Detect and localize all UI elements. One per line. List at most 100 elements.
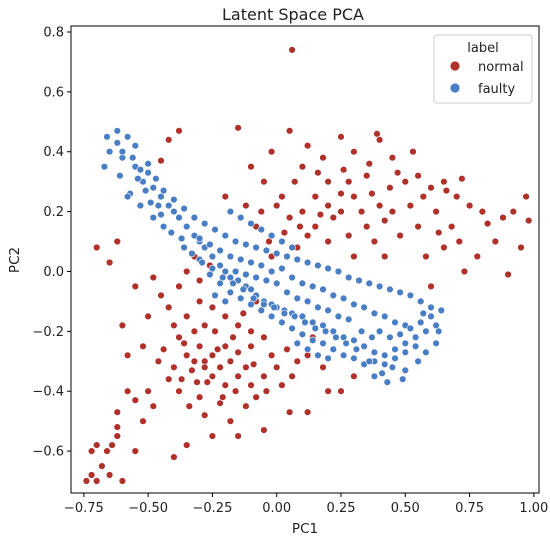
legend-title: label bbox=[467, 41, 498, 56]
point-faulty-36 bbox=[370, 348, 379, 356]
point-normal-27 bbox=[440, 243, 448, 252]
point-faulty-177 bbox=[226, 207, 235, 216]
point-normal-189 bbox=[296, 222, 304, 231]
point-normal-155 bbox=[131, 282, 140, 291]
point-normal-4 bbox=[285, 127, 294, 135]
point-normal-74 bbox=[216, 363, 224, 371]
point-normal-25 bbox=[473, 252, 481, 261]
point-faulty-72 bbox=[136, 201, 145, 210]
point-normal-89 bbox=[273, 363, 281, 371]
point-normal-105 bbox=[149, 273, 158, 282]
point-normal-117 bbox=[252, 393, 260, 401]
point-normal-133 bbox=[123, 387, 132, 395]
point-normal-37 bbox=[285, 213, 294, 222]
point-faulty-43 bbox=[437, 306, 445, 315]
point-faulty-47 bbox=[396, 288, 404, 297]
point-normal-65 bbox=[257, 207, 265, 216]
point-normal-8 bbox=[298, 163, 307, 171]
point-faulty-94 bbox=[339, 351, 348, 359]
point-faulty-160 bbox=[314, 303, 322, 312]
point-normal-22 bbox=[524, 216, 533, 225]
point-faulty-175 bbox=[247, 219, 255, 228]
point-faulty-192 bbox=[399, 375, 407, 383]
y-tick-label: 0.8 bbox=[43, 25, 64, 40]
point-faulty-41 bbox=[422, 327, 430, 335]
point-normal-127 bbox=[234, 432, 242, 440]
point-normal-136 bbox=[113, 423, 122, 431]
point-normal-54 bbox=[396, 231, 404, 240]
point-normal-82 bbox=[195, 297, 204, 306]
point-faulty-158 bbox=[293, 294, 301, 303]
legend: label normal faulty bbox=[433, 34, 533, 104]
point-faulty-69 bbox=[170, 195, 178, 204]
point-normal-70 bbox=[427, 282, 435, 291]
point-normal-171 bbox=[159, 345, 168, 353]
point-normal-77 bbox=[234, 348, 242, 356]
point-faulty-143 bbox=[339, 294, 348, 303]
point-faulty-77 bbox=[149, 213, 158, 222]
point-faulty-92 bbox=[319, 339, 327, 347]
point-normal-52 bbox=[329, 213, 337, 222]
point-faulty-107 bbox=[378, 369, 386, 377]
point-normal-6 bbox=[175, 127, 183, 135]
point-faulty-136 bbox=[267, 267, 276, 276]
point-faulty-79 bbox=[180, 243, 188, 252]
point-faulty-128 bbox=[157, 210, 165, 219]
point-normal-186 bbox=[483, 219, 492, 228]
point-normal-151 bbox=[118, 321, 127, 330]
point-normal-124 bbox=[285, 408, 294, 416]
point-normal-79 bbox=[247, 342, 255, 350]
point-faulty-109 bbox=[352, 345, 361, 353]
point-normal-100 bbox=[165, 303, 173, 312]
point-normal-55 bbox=[414, 222, 422, 231]
point-normal-140 bbox=[87, 447, 96, 455]
point-normal-187 bbox=[337, 189, 345, 198]
point-normal-23 bbox=[522, 192, 530, 201]
point-normal-9 bbox=[319, 154, 327, 162]
point-faulty-49 bbox=[375, 282, 384, 291]
y-axis: −0.6 −0.4 −0.2 0.0 0.2 0.4 0.6 0.8 bbox=[32, 25, 71, 460]
point-normal-185 bbox=[455, 237, 463, 246]
point-faulty-120 bbox=[239, 285, 248, 294]
point-normal-60 bbox=[365, 160, 373, 168]
point-faulty-147 bbox=[381, 312, 389, 321]
point-faulty-189 bbox=[427, 312, 435, 321]
point-faulty-22 bbox=[247, 285, 255, 294]
point-normal-58 bbox=[406, 201, 415, 210]
point-normal-134 bbox=[113, 408, 122, 416]
point-normal-118 bbox=[262, 387, 271, 395]
points-layer bbox=[82, 46, 533, 485]
point-normal-43 bbox=[324, 178, 332, 186]
point-normal-147 bbox=[131, 447, 140, 455]
point-faulty-116 bbox=[280, 309, 289, 318]
point-normal-169 bbox=[211, 327, 219, 335]
point-faulty-75 bbox=[100, 163, 109, 171]
point-faulty-106 bbox=[388, 363, 397, 371]
point-faulty-178 bbox=[293, 339, 301, 347]
point-faulty-197 bbox=[136, 166, 145, 174]
point-normal-183 bbox=[419, 192, 427, 201]
point-faulty-185 bbox=[386, 333, 394, 341]
point-normal-180 bbox=[381, 216, 389, 225]
point-faulty-71 bbox=[152, 175, 160, 183]
y-tick-label: 0.6 bbox=[43, 85, 64, 100]
point-normal-31 bbox=[363, 222, 371, 231]
point-normal-12 bbox=[388, 154, 397, 162]
point-faulty-130 bbox=[141, 186, 150, 195]
point-normal-164 bbox=[213, 345, 222, 353]
x-tick-label: 0.25 bbox=[327, 501, 356, 516]
point-normal-131 bbox=[144, 387, 152, 395]
point-normal-129 bbox=[183, 441, 191, 449]
point-normal-51 bbox=[311, 222, 319, 231]
point-normal-148 bbox=[139, 417, 147, 425]
y-tick-label: 0.4 bbox=[43, 145, 64, 160]
point-normal-137 bbox=[108, 441, 116, 449]
point-normal-18 bbox=[465, 201, 474, 210]
point-normal-174 bbox=[193, 378, 201, 386]
point-normal-190 bbox=[280, 228, 289, 237]
point-normal-145 bbox=[105, 471, 114, 479]
point-normal-49 bbox=[303, 231, 312, 240]
point-faulty-179 bbox=[303, 345, 312, 353]
point-normal-98 bbox=[175, 333, 183, 341]
point-normal-168 bbox=[201, 321, 209, 330]
